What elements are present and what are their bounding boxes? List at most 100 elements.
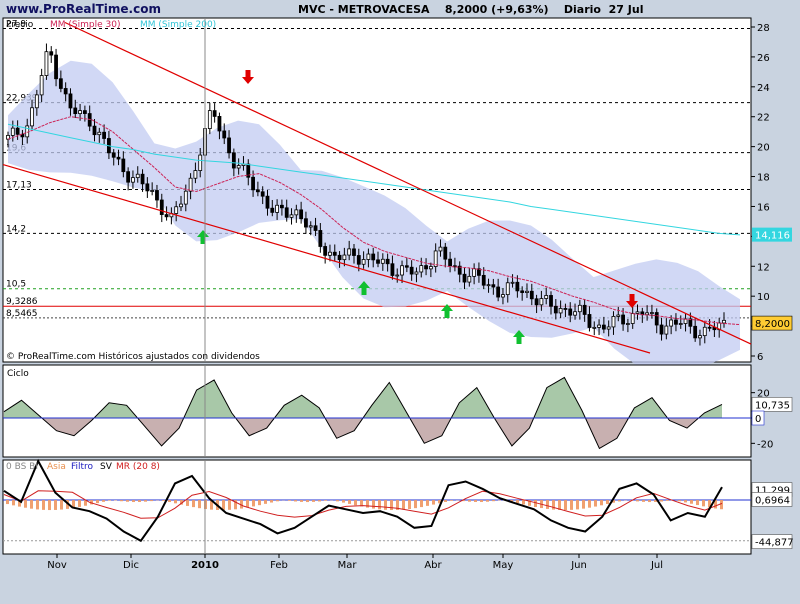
- mr-histogram-bar: [570, 500, 573, 510]
- mr-histogram-bar: [354, 500, 357, 505]
- mr-histogram-bar: [618, 500, 621, 501]
- candle-body: [593, 327, 596, 328]
- mr-histogram-bar: [108, 500, 111, 501]
- mr-histogram-bar: [150, 500, 153, 501]
- candle-body: [103, 132, 106, 138]
- candle-body: [184, 191, 187, 204]
- mr-histogram-bar: [582, 500, 585, 509]
- price-level-label: 10,5: [6, 280, 26, 290]
- price-ytick-label: 26: [757, 53, 770, 64]
- mr-histogram-bar: [576, 500, 579, 509]
- mr-histogram-bar: [720, 500, 723, 509]
- candle-body: [314, 226, 317, 231]
- x-tick-label: Dic: [123, 560, 139, 571]
- mr-histogram-bar: [36, 500, 39, 509]
- candle-body: [141, 174, 144, 184]
- candle-body: [199, 155, 202, 171]
- price-ytick-label: 22: [757, 113, 770, 124]
- ciclo-zero-value: 0: [755, 414, 761, 425]
- mr-histogram-bar: [264, 500, 267, 504]
- mr-histogram-bar: [102, 500, 105, 502]
- candle-body: [444, 247, 447, 259]
- candle-body: [626, 324, 629, 325]
- price-ytick-label: 12: [757, 262, 770, 273]
- mr-histogram-bar: [120, 500, 123, 501]
- candle-body: [497, 287, 500, 297]
- candle-body: [679, 324, 682, 325]
- x-tick-label: Jun: [570, 560, 587, 571]
- site-name: www.ProRealTime.com: [6, 2, 161, 16]
- candle-body: [295, 210, 298, 215]
- ma200-value: 14,116: [755, 231, 790, 242]
- mr-histogram-bar: [48, 500, 51, 510]
- candle-body: [79, 111, 82, 114]
- mr-histogram-bar: [126, 500, 129, 502]
- candle-body: [660, 325, 663, 334]
- mr-histogram-bar: [96, 500, 99, 503]
- price-footer: © ProRealTime.com Históricos ajustados c…: [6, 351, 260, 362]
- candle-body: [232, 153, 235, 168]
- mr-histogram-bar: [324, 500, 327, 501]
- candle-body: [569, 309, 572, 315]
- x-tick-label: Jul: [650, 560, 663, 571]
- mr-histogram-bar: [30, 500, 33, 509]
- candle-body: [218, 116, 221, 131]
- candle-body: [309, 226, 312, 227]
- candle-body: [607, 327, 610, 329]
- mr-histogram-bar: [660, 500, 663, 501]
- ciclo-last-value: 10,735: [755, 400, 790, 411]
- mr-histogram-bar: [318, 500, 321, 501]
- mr-histogram-bar: [642, 500, 645, 502]
- candle-body: [151, 190, 154, 191]
- mr-histogram-bar: [276, 500, 279, 501]
- candle-body: [377, 260, 380, 263]
- candle-body: [578, 305, 581, 311]
- candle-body: [665, 326, 668, 334]
- mr-histogram-bar: [372, 500, 375, 509]
- candle-body: [122, 159, 125, 172]
- candle-body: [290, 215, 293, 218]
- candle-body: [650, 313, 653, 314]
- candle-body: [112, 153, 115, 157]
- candle-body: [338, 255, 341, 259]
- mr-histogram-bar: [564, 500, 567, 510]
- mr-histogram-bar: [186, 500, 189, 506]
- price-ytick-label: 6: [757, 352, 763, 363]
- candle-body: [367, 254, 370, 259]
- candle-body: [525, 291, 528, 292]
- mr-histogram-bar: [600, 500, 603, 505]
- mr-histogram-bar: [294, 500, 297, 501]
- candle-body: [602, 325, 605, 329]
- mr-histogram-bar: [534, 500, 537, 507]
- mr-histogram-bar: [666, 500, 669, 501]
- mr-histogram-bar: [588, 500, 591, 508]
- candle-body: [276, 205, 279, 212]
- mr-histogram-bar: [42, 500, 45, 510]
- candle-body: [175, 207, 178, 214]
- candle-body: [59, 79, 62, 89]
- candle-body: [588, 314, 591, 327]
- mr-histogram-bar: [444, 500, 447, 502]
- candle-body: [280, 205, 283, 208]
- legend-filtro: Filtro: [71, 462, 94, 472]
- legend-sv: SV: [100, 462, 113, 472]
- legend-asia: Asia: [47, 462, 66, 472]
- price-level-label: 9,3286: [6, 297, 38, 307]
- mr-histogram-bar: [690, 500, 693, 504]
- candle-body: [670, 320, 673, 326]
- candle-body: [69, 94, 72, 108]
- candle-body: [429, 267, 432, 269]
- candle-body: [405, 266, 408, 268]
- ciclo-ytick-label: -20: [757, 439, 773, 450]
- candle-body: [74, 108, 77, 114]
- candle-body: [213, 111, 216, 117]
- mr-histogram-bar: [450, 500, 453, 501]
- price-ytick-label: 24: [757, 83, 770, 94]
- candle-body: [698, 336, 701, 338]
- x-tick-label: Nov: [47, 560, 67, 571]
- candle-body: [35, 95, 38, 108]
- mr-histogram-bar: [384, 500, 387, 510]
- candle-body: [381, 259, 384, 263]
- candle-body: [271, 208, 274, 212]
